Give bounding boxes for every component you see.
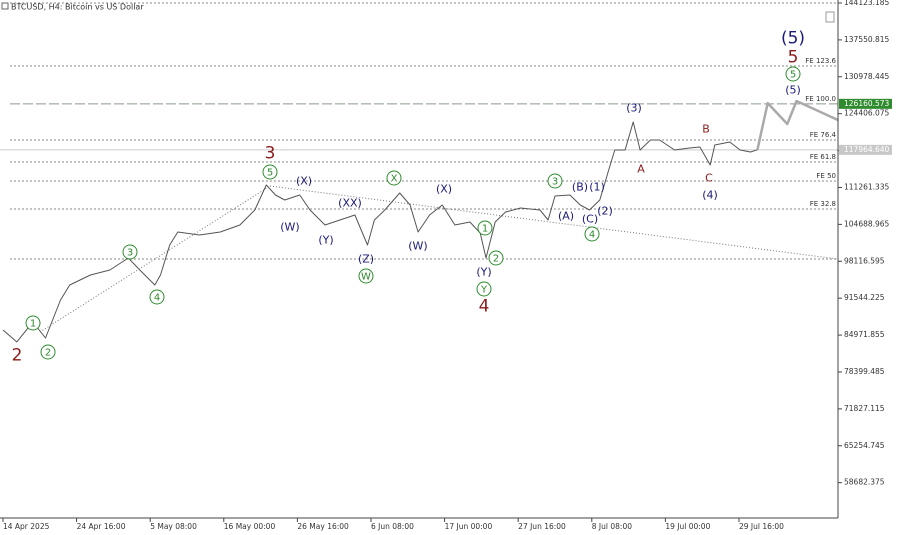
- x-tick-label: 8 Jul 08:00: [592, 522, 632, 531]
- y-tick-label: 78399.485: [844, 367, 885, 376]
- wave-circle: [488, 250, 504, 266]
- wave-label: 3: [552, 177, 558, 188]
- wave-label: (XX): [338, 197, 362, 210]
- wave-circle: [149, 289, 165, 305]
- x-tick-label: 26 May 16:00: [297, 522, 349, 531]
- wave-label: (5): [781, 29, 805, 49]
- wave-label: 5: [790, 70, 796, 81]
- price-line: [2, 121, 758, 343]
- wave-label: 4: [154, 293, 160, 304]
- wave-label: (Y): [318, 234, 333, 247]
- level-price-label: 126160.573: [844, 99, 890, 108]
- wave-label: 3: [265, 144, 276, 164]
- wave-circle: [476, 281, 492, 297]
- level-label: FE 76.4: [810, 131, 837, 139]
- level-label: FE 61.8: [810, 153, 836, 161]
- wave-label: 3: [127, 248, 133, 259]
- level-label: FE 32.8: [810, 200, 836, 208]
- wave-circle: [262, 164, 278, 180]
- x-tick-label: 19 Jul 00:00: [665, 522, 710, 531]
- wave-label: (5): [785, 84, 801, 97]
- wave-label: 1: [30, 319, 36, 330]
- wave-label: (W): [280, 221, 299, 234]
- wave-label: (X): [296, 175, 312, 188]
- wave-circle: [122, 244, 138, 260]
- wave-label: (Z): [358, 253, 374, 266]
- y-tick-label: 137550.815: [844, 35, 890, 44]
- wave-label: (3): [626, 102, 642, 115]
- x-tick-label: 17 Jun 00:00: [445, 522, 493, 531]
- forecast-line: [756, 99, 839, 151]
- wave-label: W: [361, 272, 371, 283]
- wave-label: X: [391, 174, 398, 185]
- wave-label: A: [637, 163, 645, 176]
- wave-label: (2): [597, 205, 613, 218]
- level-label: FE 123.6: [805, 57, 836, 65]
- levels: FE 161.8 FE 123.6 FE 100.0 FE 76.4 FE 61.8 FE…: [0, 0, 838, 260]
- symbol-icon: [1, 2, 9, 10]
- wave-circle: [386, 170, 402, 186]
- wave-label: B: [702, 123, 710, 136]
- last-price-label: 117964.640: [844, 145, 890, 154]
- wave-label: 2: [12, 346, 23, 366]
- y-tick-label: 71827.115: [844, 404, 885, 413]
- wave-label: (1): [589, 181, 605, 194]
- wave-label: (W): [408, 240, 427, 253]
- y-tick-label: 130978.445: [844, 72, 890, 81]
- chart-title: BTCUSD, H4: Bitcoin vs US Dollar: [11, 3, 144, 12]
- y-tick-label: 124406.075: [844, 109, 890, 118]
- wave-label: (Y): [476, 266, 491, 279]
- plot: [2, 99, 839, 343]
- x-tick-label: 14 Apr 2025: [3, 522, 50, 531]
- chart-icon[interactable]: [825, 11, 835, 23]
- y-tick-label: 111261.335: [844, 182, 890, 191]
- wave-label: (B): [572, 181, 588, 194]
- level-price-box: [839, 98, 892, 109]
- y-tick-label: 65254.745: [844, 441, 885, 450]
- last-price-box: [839, 144, 892, 155]
- wave-label: 4: [589, 230, 595, 241]
- wave-circle: [547, 173, 563, 189]
- wave-label: 2: [493, 254, 499, 265]
- wave-label: 2: [45, 348, 51, 359]
- x-tick-label: 24 Apr 16:00: [77, 522, 126, 531]
- wave-label: (A): [558, 210, 574, 223]
- wave-label: (4): [702, 189, 718, 202]
- x-tick-label: 27 Jun 16:00: [518, 522, 566, 531]
- wave-circle: [785, 66, 801, 82]
- y-tick-label: 104688.965: [844, 219, 890, 228]
- wave-circle: [584, 226, 600, 242]
- level-label: FE 161.8: [805, 0, 836, 2]
- wave-circle: [25, 315, 41, 331]
- wave-label: 1: [482, 224, 488, 235]
- wave-label: (X): [436, 183, 452, 196]
- y-tick-label: 91544.225: [844, 293, 885, 302]
- wave-label: 5: [267, 168, 273, 179]
- wave-label: (C): [582, 213, 598, 226]
- level-label: FE 50: [816, 172, 836, 180]
- wave-circle: [477, 220, 493, 236]
- wave-label: 4: [479, 297, 490, 317]
- wave-label: C: [705, 172, 713, 185]
- trendline: [39, 185, 271, 333]
- x-tick-label: 29 Jul 16:00: [739, 522, 784, 531]
- trendline: [269, 185, 839, 260]
- y-tick-label: 84971.855: [844, 330, 885, 339]
- wave-label: 5: [788, 48, 799, 68]
- annotations: 2123435(X)(W)(XX)(Y)(Z)WX(X)(W)12(Y)Y43(…: [12, 29, 805, 366]
- y-tick-label: 144123.185: [844, 0, 890, 7]
- wave-label: Y: [480, 285, 488, 296]
- y-tick-label: 98116.595: [844, 256, 885, 265]
- x-tick-label: 5 May 08:00: [150, 522, 197, 531]
- wave-circle: [358, 268, 374, 284]
- y-tick-label: 58682.375: [844, 478, 885, 487]
- wave-circle: [40, 344, 56, 360]
- level-label: FE 100.0: [805, 95, 836, 103]
- x-tick-label: 16 May 00:00: [224, 522, 276, 531]
- x-tick-label: 6 Jun 08:00: [371, 522, 414, 531]
